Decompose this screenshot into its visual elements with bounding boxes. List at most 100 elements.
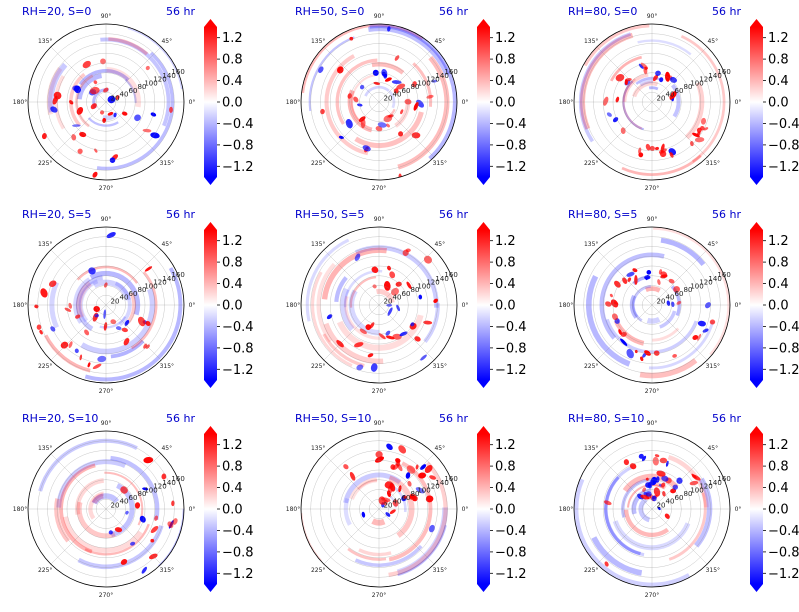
anomaly-band	[91, 493, 120, 505]
positive-anomaly	[398, 445, 407, 454]
negative-anomaly	[396, 304, 401, 312]
colorbar-gradient	[204, 434, 217, 584]
negative-anomaly	[626, 271, 635, 277]
colorbar-tick-label: 0.0	[222, 503, 243, 518]
polar-border	[27, 430, 185, 588]
positive-anomaly	[120, 559, 128, 565]
anomaly-band	[621, 154, 702, 176]
polar-border	[300, 23, 458, 181]
angle-tick-label: 180°	[559, 506, 573, 513]
angle-tick-label: 135°	[311, 38, 325, 45]
anomaly-band	[354, 111, 424, 149]
angle-tick-label: 45°	[707, 38, 718, 45]
colorbar-extend-min	[750, 177, 763, 185]
anomaly-band	[114, 281, 132, 327]
negative-anomaly	[641, 455, 647, 462]
colorbar-tick-label: 1.2	[495, 31, 516, 46]
radial-tick-label: 40	[120, 294, 129, 302]
angular-grid-line	[323, 453, 380, 510]
angular-grid-line	[596, 453, 653, 510]
anomaly-band	[684, 81, 705, 140]
angle-tick-label: 45°	[434, 445, 445, 452]
negative-anomaly	[405, 472, 411, 479]
panel-time: 56 hr	[712, 412, 741, 425]
angle-tick-label: 270°	[645, 388, 659, 395]
anomaly-band	[354, 544, 423, 567]
angle-tick-label: 270°	[372, 592, 386, 599]
positive-anomaly	[664, 71, 671, 82]
angle-tick-label: 90°	[647, 420, 658, 427]
colorbar-extend-min	[204, 177, 217, 185]
negative-anomaly	[354, 253, 361, 261]
colorbar-gradient	[204, 230, 217, 380]
negative-anomaly	[612, 117, 619, 123]
angular-grid-line	[105, 304, 162, 361]
angle-tick-label: 135°	[311, 445, 325, 452]
anomaly-band	[412, 62, 433, 107]
positive-anomaly	[407, 480, 412, 487]
radial-tick-label: 20	[384, 94, 393, 102]
negative-anomaly	[638, 63, 644, 69]
positive-anomaly	[669, 152, 674, 158]
colorbar-tick-label: −0.4	[495, 524, 527, 539]
positive-anomaly	[423, 320, 433, 325]
panel-time: 56 hr	[439, 208, 468, 221]
radial-tick-label: 120	[699, 483, 712, 491]
colorbar-tick-label: −0.4	[222, 524, 254, 539]
angle-tick-label: 45°	[161, 241, 172, 248]
anomaly-band	[84, 267, 183, 382]
positive-anomaly	[386, 123, 390, 128]
negative-anomaly	[387, 307, 393, 316]
negative-anomaly	[318, 66, 324, 74]
panel-title: RH=80, S=5	[568, 208, 638, 221]
positive-anomaly	[615, 73, 625, 82]
angle-tick-label: 90°	[374, 420, 385, 427]
positive-anomaly	[645, 143, 651, 151]
radial-tick-label: 80	[138, 286, 147, 294]
positive-anomaly	[60, 341, 69, 349]
negative-anomaly	[704, 302, 712, 309]
panel-title: RH=50, S=5	[295, 208, 365, 221]
positive-anomaly	[652, 456, 659, 466]
colorbar-tick-label: −0.8	[222, 341, 254, 356]
negative-anomaly	[139, 515, 146, 523]
radial-tick-label: 160	[171, 475, 184, 483]
positive-anomaly	[69, 100, 74, 105]
colorbar-tick-label: 0.4	[222, 481, 243, 496]
angle-tick-label: 45°	[161, 445, 172, 452]
angular-grid-line	[651, 304, 708, 361]
anomaly-band	[301, 24, 424, 94]
anomaly-band	[648, 320, 715, 370]
positive-anomaly	[34, 304, 39, 309]
positive-anomaly	[395, 281, 402, 287]
angle-tick-label: 0°	[462, 99, 469, 106]
panel-time: 56 hr	[166, 412, 195, 425]
radial-tick-label: 40	[120, 498, 129, 506]
positive-anomaly	[82, 60, 91, 69]
negative-anomaly	[420, 354, 427, 361]
positive-anomaly	[669, 91, 677, 100]
anomaly-band	[349, 276, 377, 308]
angle-tick-label: 0°	[189, 506, 196, 513]
positive-anomaly	[433, 298, 439, 303]
anomaly-band	[631, 488, 652, 515]
angular-grid-line	[50, 453, 107, 510]
heatmap-field	[585, 227, 730, 379]
polar-border	[573, 23, 731, 181]
radial-tick-label: 80	[411, 286, 420, 294]
polar-plot: 0°45°90°135°180°225°270°315°20 40 60 801001…	[13, 216, 195, 395]
anomaly-band	[652, 327, 680, 342]
colorbar-gradient	[477, 434, 490, 584]
positive-anomaly	[68, 341, 73, 348]
angle-tick-label: 90°	[647, 13, 658, 20]
heatmap-field	[38, 438, 184, 574]
anomaly-band	[54, 498, 70, 543]
anomaly-band	[80, 288, 156, 355]
anomaly-band	[631, 284, 651, 322]
anomaly-band	[124, 78, 137, 103]
positive-anomaly	[378, 496, 386, 505]
angle-tick-label: 135°	[584, 38, 598, 45]
radial-tick-label: 160	[717, 475, 730, 483]
anomaly-band	[38, 438, 138, 492]
anomaly-band	[396, 507, 448, 576]
